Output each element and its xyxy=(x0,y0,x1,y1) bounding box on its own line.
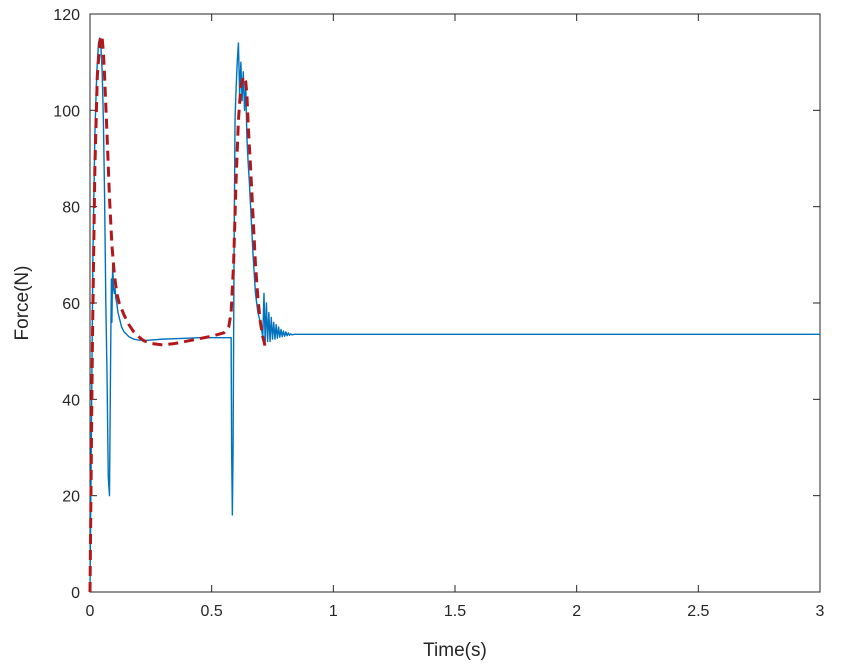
axis-ticks xyxy=(89,13,821,593)
y-tick-label: 120 xyxy=(53,7,80,24)
x-tick-label: 3 xyxy=(816,603,825,620)
x-tick-label: 0.5 xyxy=(201,603,223,620)
y-tick-label: 0 xyxy=(71,585,80,602)
x-tick-label: 2 xyxy=(572,603,581,620)
x-tick-labels: 0 0.5 1 1.5 2 2.5 3 xyxy=(86,603,825,620)
y-tick-labels: 0 20 40 60 80 100 120 xyxy=(53,7,80,602)
y-tick-label: 80 xyxy=(62,200,80,217)
series-line-solid xyxy=(89,37,820,593)
series-line-dashed xyxy=(88,34,267,593)
x-tick-label: 1.5 xyxy=(444,603,466,620)
plot-frame xyxy=(89,13,821,593)
x-tick-label: 2.5 xyxy=(687,603,709,620)
x-tick-label: 1 xyxy=(329,603,338,620)
y-tick-label: 60 xyxy=(62,296,80,313)
y-tick-label: 40 xyxy=(62,392,80,409)
series-layer xyxy=(88,34,820,593)
y-axis-label: Force(N) xyxy=(12,266,33,341)
x-tick-label: 0 xyxy=(86,603,95,620)
y-tick-label: 20 xyxy=(62,489,80,506)
y-tick-label: 100 xyxy=(53,103,80,120)
x-axis-label: Time(s) xyxy=(423,640,487,661)
